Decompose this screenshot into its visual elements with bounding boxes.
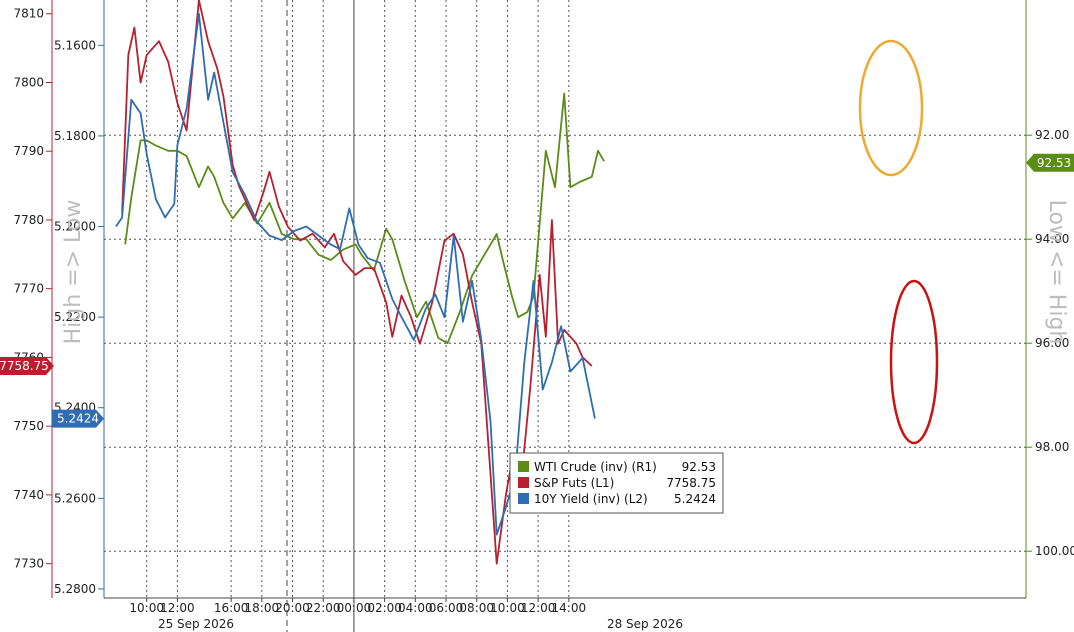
tick-label-l1: 7740	[13, 488, 44, 502]
tick-label-x: 00:00	[337, 601, 372, 615]
badges: 7758.75 5.2424 92.53	[0, 153, 1074, 428]
legend-value: 92.53	[682, 460, 716, 474]
badge-r1: 92.53	[1026, 153, 1074, 172]
tick-label-x: 06:00	[429, 601, 464, 615]
legend-swatch	[518, 493, 529, 504]
tick-label-l2: 5.1800	[54, 129, 96, 143]
tick-label-l1: 7810	[13, 7, 44, 21]
tick-label-r1: 94.00	[1035, 232, 1069, 246]
legend-value: 5.2424	[674, 492, 716, 506]
tick-label-r1: 100.00	[1035, 544, 1074, 558]
tick-label-r1: 96.00	[1035, 336, 1069, 350]
legend-label: 10Y Yield (inv) (L2)	[534, 492, 648, 506]
tick-label-x: 10:00	[490, 601, 525, 615]
date-label-x: 25 Sep 2026	[158, 617, 234, 631]
highlight-circle-oil	[858, 39, 924, 177]
tick-label-l1: 7750	[13, 419, 44, 433]
tick-label-x: 04:00	[398, 601, 433, 615]
tick-label-l1: 7780	[13, 213, 44, 227]
legend-swatch	[518, 461, 529, 472]
badge-r1-shape	[1026, 153, 1074, 172]
badge-l2-shape	[52, 409, 104, 428]
tick-label-l2: 5.1600	[54, 38, 96, 52]
legend: WTI Crude (inv) (R1) 92.53 S&P Futs (L1) 77…	[509, 452, 724, 514]
legend-box	[509, 452, 724, 514]
legend-label: S&P Futs (L1)	[534, 476, 614, 490]
badge-l1: 7758.75	[0, 357, 54, 376]
tick-label-x: 16:00	[214, 601, 249, 615]
highlight-circle-equities-yield	[889, 279, 939, 445]
badge-l2-label: 5.2424	[57, 412, 99, 426]
badge-r1-label: 92.53	[1037, 156, 1071, 170]
date-label-x: 28 Sep 2026	[607, 617, 683, 631]
tick-label-r1: 98.00	[1035, 440, 1069, 454]
tick-label-l2: 5.2000	[54, 220, 96, 234]
tick-label-x: 08:00	[459, 601, 494, 615]
legend-value: 7758.75	[666, 476, 716, 490]
tick-label-l1: 7730	[13, 557, 44, 571]
tick-label-x: 10:00	[129, 601, 164, 615]
tick-label-l1: 7790	[13, 144, 44, 158]
tick-label-l2: 5.2200	[54, 310, 96, 324]
badge-l1-label: 7758.75	[0, 359, 49, 373]
tick-label-l2: 5.2800	[54, 582, 96, 596]
tick-label-x: 02:00	[367, 601, 402, 615]
tick-label-l1: 7800	[13, 75, 44, 89]
legend-label: WTI Crude (inv) (R1)	[534, 460, 657, 474]
tick-label-x: 22:00	[306, 601, 341, 615]
tick-label-l2: 5.2600	[54, 491, 96, 505]
tick-label-r1: 92.00	[1035, 128, 1069, 142]
ticks-r1: 92.00 94.00 96.00 98.00 100.00	[1026, 128, 1074, 558]
tick-label-x: 14:00	[552, 601, 587, 615]
side-label-left: High => Low	[61, 200, 86, 345]
tick-label-x: 12:00	[521, 601, 556, 615]
badge-l1-shape	[0, 357, 54, 376]
tick-label-x: 18:00	[245, 601, 280, 615]
legend-swatch	[518, 477, 529, 488]
side-label-right: Low <= High	[1044, 200, 1069, 345]
badge-l2: 5.2424	[52, 409, 104, 428]
tick-label-x: 12:00	[160, 601, 195, 615]
tick-label-x: 20:00	[275, 601, 310, 615]
tick-label-l1: 7770	[13, 282, 44, 296]
axes	[51, 0, 1027, 599]
